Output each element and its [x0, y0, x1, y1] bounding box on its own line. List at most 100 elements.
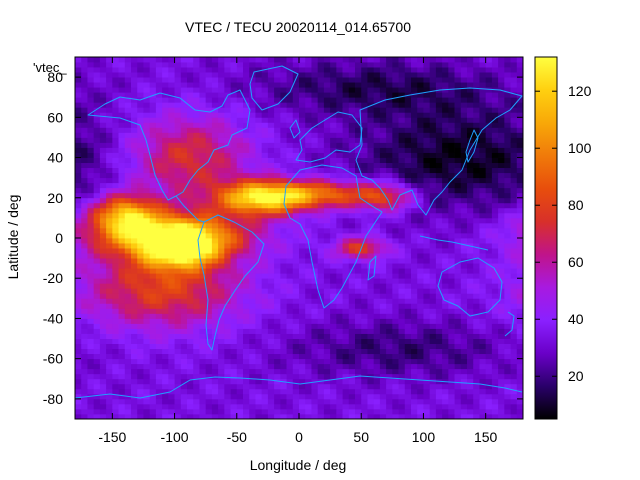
heatmap-cell — [218, 147, 225, 153]
heatmap-cell — [355, 172, 362, 179]
heatmap-cell — [448, 157, 455, 163]
heatmap-cell — [498, 172, 505, 179]
heatmap-cell — [348, 408, 356, 415]
heatmap-cell — [81, 92, 88, 98]
heatmap-cell — [305, 328, 312, 334]
heatmap-cell — [317, 283, 325, 289]
heatmap-cell — [180, 303, 188, 309]
heatmap-cell — [155, 253, 163, 259]
heatmap-cell — [155, 192, 163, 199]
heatmap-cell — [404, 403, 412, 410]
heatmap-cell — [199, 182, 207, 189]
heatmap-cell — [81, 172, 88, 179]
heatmap-cell — [236, 112, 244, 118]
heatmap-cell — [479, 217, 487, 224]
heatmap-cell — [87, 373, 95, 380]
heatmap-cell — [323, 383, 331, 390]
heatmap-cell — [99, 222, 107, 229]
heatmap-cell — [429, 177, 437, 184]
heatmap-cell — [473, 152, 480, 158]
heatmap-cell — [423, 333, 431, 339]
heatmap-cell — [131, 232, 138, 239]
heatmap-cell — [149, 303, 157, 309]
heatmap-cell — [243, 222, 250, 229]
heatmap-cell — [211, 217, 219, 224]
heatmap-cell — [429, 343, 437, 350]
heatmap-cell — [261, 152, 269, 158]
heatmap-cell — [193, 132, 200, 138]
heatmap-cell — [131, 393, 138, 400]
heatmap-cell — [473, 298, 480, 304]
heatmap-cell — [348, 192, 356, 199]
heatmap-cell — [336, 102, 343, 108]
heatmap-cell — [491, 283, 499, 289]
heatmap-cell — [348, 373, 356, 380]
heatmap-cell — [323, 72, 331, 78]
heatmap-cell — [460, 102, 468, 108]
heatmap-cell — [305, 253, 312, 259]
heatmap-cell — [261, 72, 269, 78]
heatmap-cell — [168, 177, 175, 184]
heatmap-cell — [485, 413, 493, 420]
heatmap-cell — [336, 152, 343, 158]
heatmap-cell — [467, 393, 474, 400]
heatmap-cell — [99, 167, 107, 174]
heatmap-cell — [155, 172, 163, 179]
heatmap-cell — [373, 72, 381, 78]
heatmap-cell — [429, 268, 437, 274]
heatmap-cell — [193, 243, 200, 249]
heatmap-cell — [274, 177, 281, 184]
heatmap-cell — [336, 72, 343, 78]
heatmap-cell — [124, 102, 132, 108]
heatmap-cell — [485, 212, 493, 219]
heatmap-cell — [93, 403, 101, 410]
heatmap-cell — [460, 142, 468, 148]
heatmap-cell — [429, 398, 437, 405]
heatmap-cell — [168, 283, 175, 289]
heatmap-cell — [311, 192, 319, 199]
heatmap-cell — [218, 112, 225, 118]
heatmap-cell — [404, 313, 412, 319]
heatmap-cell — [435, 77, 443, 83]
heatmap-cell — [342, 102, 350, 108]
heatmap-cell — [392, 207, 399, 214]
heatmap-cell — [280, 333, 287, 339]
heatmap-cell — [367, 238, 375, 244]
heatmap-cell — [435, 263, 443, 269]
heatmap-cell — [367, 132, 375, 138]
heatmap-cell — [386, 278, 393, 284]
heatmap-cell — [473, 408, 480, 415]
heatmap-cell — [423, 263, 431, 269]
heatmap-cell — [75, 177, 82, 184]
heatmap-cell — [467, 192, 474, 199]
heatmap-cell — [299, 368, 306, 375]
heatmap-cell — [149, 97, 157, 103]
heatmap-cell — [187, 227, 194, 234]
heatmap-cell — [348, 92, 356, 98]
heatmap-cell — [280, 353, 287, 360]
heatmap-cell — [261, 97, 269, 103]
heatmap-cell — [305, 333, 312, 339]
heatmap-cell — [491, 298, 499, 304]
heatmap-cell — [504, 127, 511, 133]
heatmap-cell — [155, 363, 163, 370]
heatmap-cell — [311, 227, 319, 234]
heatmap-cell — [398, 403, 406, 410]
heatmap-cell — [162, 67, 169, 73]
heatmap-cell — [323, 87, 331, 93]
heatmap-cell — [491, 227, 499, 234]
heatmap-cell — [311, 82, 319, 88]
heatmap-cell — [99, 348, 107, 355]
heatmap-cell — [299, 393, 306, 400]
heatmap-cell — [342, 177, 350, 184]
heatmap-cell — [435, 132, 443, 138]
heatmap-cell — [255, 413, 263, 420]
heatmap-cell — [423, 248, 431, 254]
heatmap-cell — [442, 248, 449, 254]
heatmap-cell — [137, 268, 144, 274]
heatmap-cell — [106, 243, 113, 249]
heatmap-cell — [417, 177, 424, 184]
heatmap-cell — [467, 348, 474, 355]
heatmap-cell — [75, 373, 82, 380]
heatmap-cell — [330, 393, 337, 400]
